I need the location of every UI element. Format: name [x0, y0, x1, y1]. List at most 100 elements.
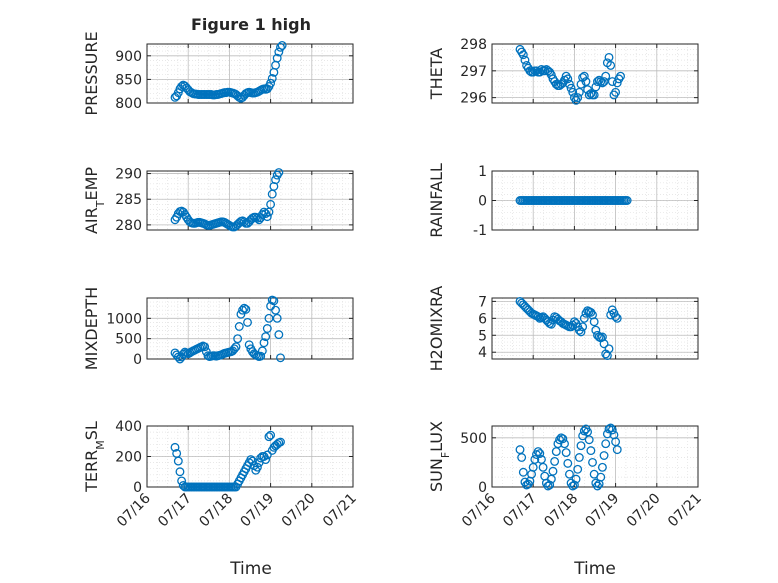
data-point: [231, 342, 241, 352]
axes-box: [146, 170, 354, 231]
data-point: [244, 340, 254, 350]
x-axis-label-left: Time: [229, 559, 272, 579]
data-point: [262, 450, 272, 460]
data-point: [538, 462, 548, 472]
axes-box: [146, 43, 354, 104]
data-point: [568, 87, 578, 97]
y-tick-label: 285: [115, 192, 142, 208]
data-point: [233, 334, 243, 344]
data-point: [589, 317, 599, 327]
data-point: [568, 481, 578, 491]
data-point: [576, 327, 586, 337]
data-point: [264, 432, 274, 442]
data-point: [543, 481, 553, 491]
data-point: [578, 322, 588, 332]
data-point: [566, 83, 576, 93]
data-point: [622, 196, 632, 205]
data-point: [276, 437, 285, 447]
data-point: [262, 212, 272, 222]
figure-title: Figure 1 high: [191, 15, 311, 34]
data-point: [517, 453, 527, 462]
data-point: [267, 74, 277, 83]
data-point: [530, 455, 540, 464]
y-tick-label: 0: [478, 480, 487, 496]
x-tick-label: 07/19: [238, 491, 278, 531]
y-tick-label: 297: [460, 64, 487, 80]
data-point: [565, 469, 574, 479]
y-tick-label: 1: [478, 164, 487, 180]
y-tick-label: 0: [133, 352, 142, 368]
data-point: [607, 425, 617, 435]
data-point: [550, 456, 560, 466]
y-tick-label: 290: [115, 167, 142, 183]
x-tick-label: 07/18: [541, 491, 581, 531]
data-point: [599, 451, 609, 460]
y-tick-label: 0: [133, 480, 142, 496]
y-tick-label: 6: [478, 311, 487, 327]
data-point: [606, 61, 616, 70]
panel-top-left: 800 850 900 PRESSURE: [82, 31, 354, 116]
data-point: [257, 346, 267, 356]
y-tick-label: 200: [115, 450, 142, 466]
data-point: [271, 60, 280, 70]
x-tick-label: 07/18: [196, 491, 236, 531]
data-point: [612, 313, 622, 323]
data-point: [266, 78, 276, 88]
y-tick-label: 298: [460, 37, 487, 53]
y-tick-label: 400: [115, 419, 142, 435]
data-point: [271, 175, 280, 185]
data-point: [584, 90, 594, 100]
data-point: [584, 435, 594, 445]
panel-bottom-right: 0 500 SUNFLUX 07/16 07/17 07/18 07/19 07/20 07/2…: [427, 421, 705, 530]
data-point: [569, 480, 579, 490]
data-point: [606, 423, 616, 433]
data-point: [276, 353, 285, 363]
y-tick-label: 4: [478, 345, 487, 361]
axes-box: [146, 297, 354, 360]
data-point: [586, 446, 596, 456]
data-point: [256, 351, 266, 361]
y-axis-label: THETA: [427, 48, 446, 100]
data-point: [259, 338, 269, 348]
x-tick-label: 07/21: [665, 491, 705, 531]
data-point: [579, 71, 589, 81]
y-tick-label: 0: [478, 194, 487, 210]
x-tick-label: 07/20: [624, 491, 664, 531]
data-point: [576, 441, 586, 451]
panel-row3-left: 0 500 1000 MIXDEPTH: [82, 287, 354, 370]
data-point: [611, 87, 621, 97]
data-point: [261, 455, 271, 464]
y-tick-label: 800: [115, 96, 142, 112]
y-axis-label: PRESSURE: [82, 31, 101, 115]
data-point: [546, 319, 556, 329]
data-point: [574, 87, 584, 97]
x-tick-label: 07/16: [114, 490, 154, 530]
data-point: [565, 79, 574, 89]
data-point: [271, 305, 280, 315]
data-point: [604, 344, 614, 354]
data-point: [234, 322, 244, 331]
data-point: [252, 462, 262, 472]
data-point: [612, 445, 622, 455]
data-point: [579, 313, 589, 323]
y-tick-label: 5: [478, 328, 487, 344]
data-point: [589, 90, 599, 100]
data-point: [274, 330, 284, 340]
data-point: [596, 472, 606, 482]
data-point: [269, 296, 279, 306]
data-point: [266, 430, 276, 440]
data-point: [272, 53, 282, 63]
data-point: [548, 466, 558, 476]
data-point: [561, 448, 571, 458]
data-point: [593, 481, 602, 491]
data-point: [599, 339, 609, 349]
axes-box: [491, 297, 699, 360]
data-point: [563, 74, 573, 84]
data-point: [593, 77, 602, 86]
data-point: [586, 307, 596, 317]
data-point: [545, 480, 555, 490]
data-point: [277, 40, 287, 50]
data-point: [571, 474, 581, 484]
